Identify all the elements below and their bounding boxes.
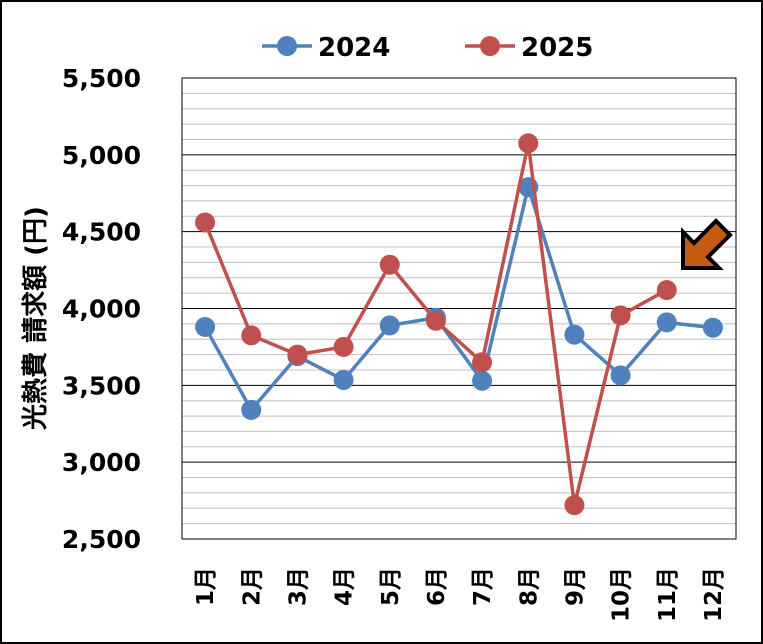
data-point — [333, 369, 354, 390]
x-tick-label: 5月 — [378, 567, 404, 606]
data-point — [195, 316, 216, 337]
series-layer — [195, 133, 723, 516]
annotation-arrow-icon — [681, 218, 733, 270]
series-line — [203, 185, 714, 412]
data-point — [241, 399, 262, 420]
y-tick-label: 5,000 — [62, 141, 141, 170]
x-tick-label: 3月 — [285, 567, 311, 606]
x-tick-label: 7月 — [470, 567, 496, 606]
y-tick-label: 4,500 — [62, 218, 141, 247]
data-point — [425, 310, 446, 331]
data-point — [702, 317, 723, 338]
data-point — [195, 212, 216, 233]
legend-marker — [277, 36, 297, 56]
y-tick-label: 3,500 — [62, 371, 141, 400]
legend-marker — [480, 36, 500, 56]
x-axis-ticks: 1月 2月 3月 4月 5月 6月 7月 8月 9月 10月 11月 12月 — [193, 567, 727, 622]
y-tick-label: 3,000 — [62, 448, 141, 477]
legend-label: 2024 — [318, 33, 390, 63]
y-tick-label: 5,500 — [62, 64, 141, 93]
x-tick-label: 10月 — [609, 567, 635, 622]
x-tick-label: 11月 — [655, 567, 681, 622]
x-tick-label: 9月 — [562, 567, 588, 606]
x-tick-label: 8月 — [516, 567, 542, 606]
data-point — [287, 344, 308, 365]
data-point — [241, 325, 262, 346]
x-tick-label: 6月 — [424, 567, 450, 606]
x-tick-label: 12月 — [701, 567, 727, 622]
arrow-down-left-icon — [681, 218, 733, 270]
data-point — [333, 336, 354, 357]
data-point — [564, 324, 585, 345]
data-point — [518, 133, 539, 154]
x-tick-label: 4月 — [332, 567, 358, 606]
data-point — [472, 370, 493, 391]
y-axis-ticks: 2,500 3,000 3,500 4,000 4,500 5,000 5,500 — [62, 64, 141, 554]
legend: 2024 2025 — [262, 33, 593, 63]
y-axis-label: 光熱費 請求額 (円) — [20, 206, 51, 431]
series-2025 — [195, 133, 677, 516]
data-point — [564, 495, 585, 516]
data-point — [472, 352, 493, 373]
y-tick-label: 2,500 — [62, 525, 141, 554]
data-point — [610, 305, 631, 326]
legend-label: 2025 — [521, 33, 593, 63]
x-tick-label: 2月 — [239, 567, 265, 606]
data-point — [610, 365, 631, 386]
x-tick-label: 1月 — [193, 567, 219, 606]
plot-area — [181, 77, 737, 540]
series-2024 — [195, 177, 723, 420]
y-tick-label: 4,000 — [62, 295, 141, 324]
data-point — [379, 315, 400, 336]
data-point — [656, 312, 677, 333]
data-point — [656, 280, 677, 301]
data-point — [379, 254, 400, 275]
